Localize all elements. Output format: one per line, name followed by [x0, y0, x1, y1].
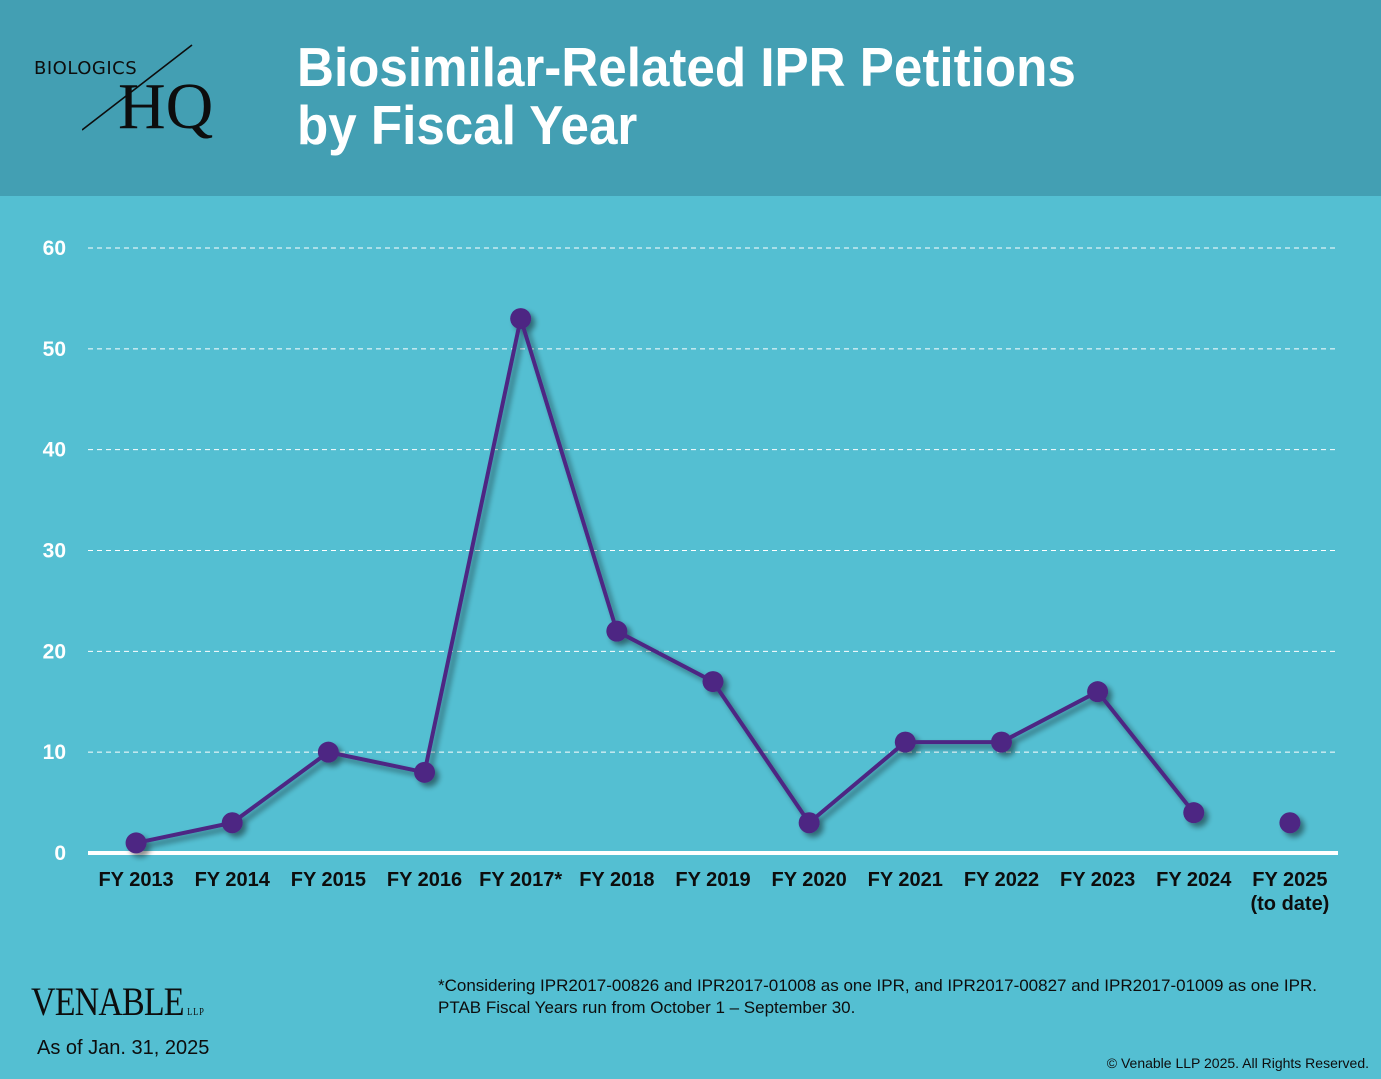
biologics-hq-logo-text: BIOLOGICS [34, 58, 138, 79]
footnote-line2: PTAB Fiscal Years run from October 1 – S… [438, 998, 856, 1017]
x-tick-label: FY 2022 [964, 869, 1039, 891]
chart-title: Biosimilar-Related IPR Petitions by Fisc… [297, 38, 1134, 154]
x-tick-label: FY 2019 [675, 869, 750, 891]
y-tick-label: 10 [43, 741, 66, 764]
y-axis-ticks: 0 10 20 30 40 50 60 [43, 237, 66, 865]
logo-slash-icon [82, 44, 193, 131]
y-tick-label: 40 [43, 439, 66, 462]
venable-logo: VENABLE LLP [31, 978, 205, 1025]
data-point [702, 671, 724, 693]
x-tick-label: FY 2014 [195, 869, 271, 891]
series-line [135, 316, 1196, 845]
data-point [510, 308, 532, 330]
data-point [894, 731, 916, 753]
x-tick-label: FY 2024 [1156, 869, 1232, 891]
gridlines [88, 247, 1338, 753]
chart-title-line1: Biosimilar-Related IPR Petitions [297, 36, 1076, 98]
data-point [1279, 812, 1301, 834]
header: BIOLOGICS HQ Biosimilar-Related IPR Peti… [0, 0, 1381, 196]
as-of-date: As of Jan. 31, 2025 [37, 1037, 210, 1059]
data-point [1183, 802, 1205, 824]
data-point [990, 731, 1012, 753]
footnote: *Considering IPR2017-00826 and IPR2017-0… [438, 975, 1317, 1019]
y-tick-label: 60 [43, 237, 66, 260]
y-tick-label: 20 [43, 640, 66, 663]
x-tick-label: FY 2016 [387, 869, 462, 891]
biologics-hq-logo-mark: HQ [118, 70, 214, 143]
venable-logo-suffix: LLP [187, 1007, 205, 1018]
data-point [798, 812, 820, 834]
x-tick-label: FY 2015 [291, 869, 366, 891]
x-tick-label: FY 2013 [98, 869, 173, 891]
data-point [221, 812, 243, 834]
data-point [606, 620, 628, 642]
y-tick-label: 0 [54, 842, 66, 865]
data-point [1087, 681, 1109, 703]
x-tick-label: FY 2025 [1252, 869, 1327, 891]
y-tick-label: 50 [43, 338, 66, 361]
x-tick-label: FY 2020 [772, 869, 847, 891]
x-axis-ticks: FY 2013 FY 2014 FY 2015 FY 2016 FY 2017* FY 2… [98, 869, 1329, 915]
data-point [317, 741, 339, 763]
venable-logo-text: VENABLE [31, 979, 185, 1024]
x-tick-label: FY 2021 [868, 869, 943, 891]
x-tick-label: FY 2017* [479, 869, 562, 891]
data-series [125, 308, 1301, 854]
chart-title-line2: by Fiscal Year [297, 94, 638, 156]
y-tick-label: 30 [43, 540, 66, 563]
copyright: © Venable LLP 2025. All Rights Reserved. [1106, 1055, 1369, 1071]
x-tick-label: FY 2018 [579, 869, 654, 891]
x-tick-label: FY 2023 [1060, 869, 1135, 891]
x-tick-sublabel: (to date) [1250, 893, 1329, 915]
data-point [414, 761, 436, 783]
footnote-line1: *Considering IPR2017-00826 and IPR2017-0… [438, 976, 1317, 995]
data-point [125, 832, 147, 854]
